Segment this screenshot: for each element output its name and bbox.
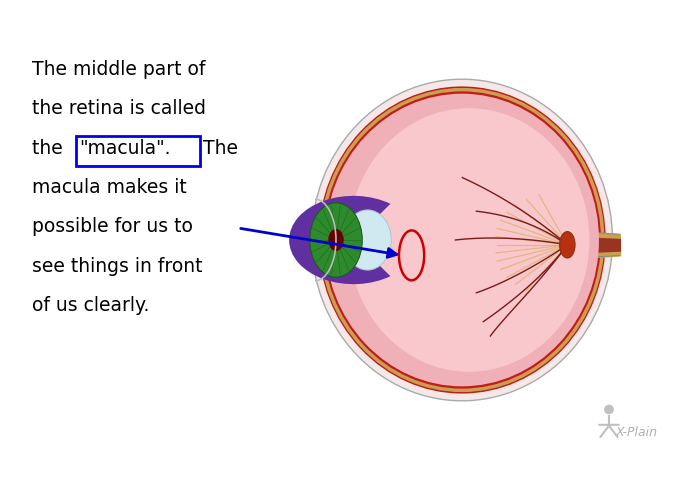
Ellipse shape bbox=[604, 405, 614, 414]
Ellipse shape bbox=[560, 232, 575, 258]
Text: macula makes it: macula makes it bbox=[32, 178, 186, 197]
Text: The: The bbox=[197, 139, 238, 158]
Wedge shape bbox=[289, 196, 391, 284]
Text: see things in front: see things in front bbox=[32, 257, 202, 276]
Ellipse shape bbox=[344, 210, 391, 270]
Text: the retina is called: the retina is called bbox=[32, 99, 206, 119]
Polygon shape bbox=[329, 223, 357, 257]
Text: the: the bbox=[32, 139, 69, 158]
Ellipse shape bbox=[349, 108, 589, 372]
Ellipse shape bbox=[328, 229, 344, 251]
Ellipse shape bbox=[318, 86, 606, 394]
Ellipse shape bbox=[325, 94, 599, 386]
Text: "macula".: "macula". bbox=[79, 139, 170, 158]
Text: The middle part of: The middle part of bbox=[32, 60, 205, 79]
Text: X-Plain: X-Plain bbox=[616, 426, 658, 439]
Text: possible for us to: possible for us to bbox=[32, 217, 193, 237]
Ellipse shape bbox=[312, 79, 612, 401]
Ellipse shape bbox=[310, 203, 363, 277]
Text: of us clearly.: of us clearly. bbox=[32, 296, 149, 315]
